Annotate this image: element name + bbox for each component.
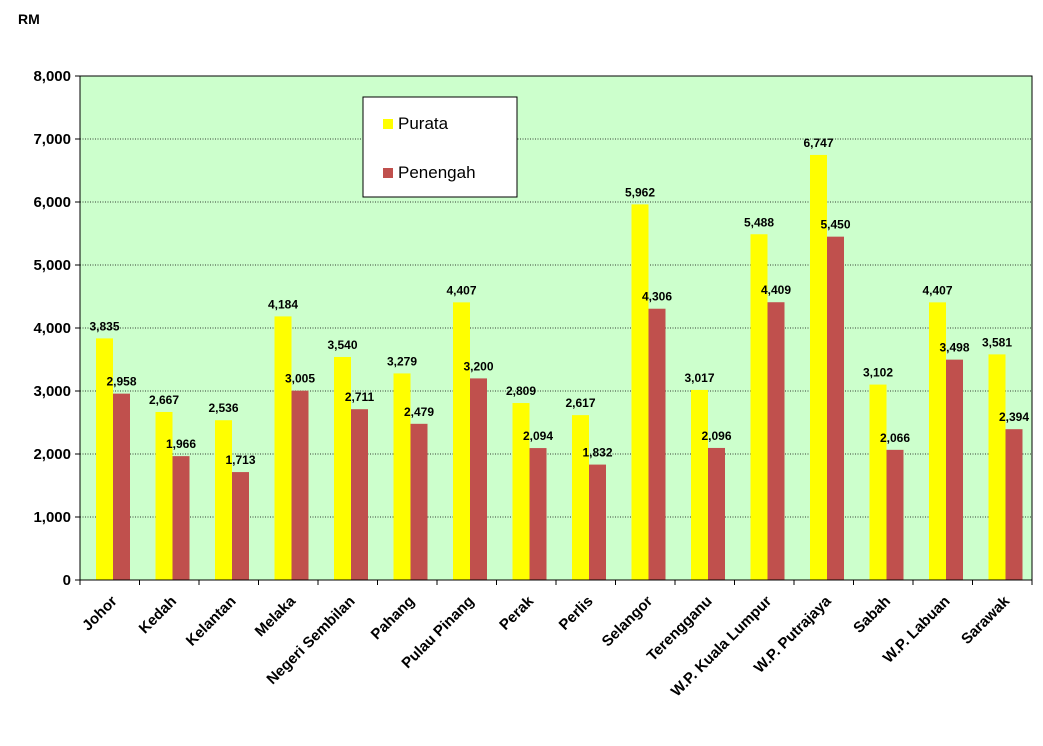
bar-penengah	[589, 464, 606, 580]
legend-label-purata: Purata	[398, 114, 449, 133]
bar-penengah	[767, 302, 785, 580]
bar-penengah	[529, 448, 547, 580]
data-label: 5,488	[744, 215, 774, 229]
data-label: 3,835	[89, 319, 119, 333]
data-label: 4,407	[922, 283, 952, 297]
bars	[96, 154, 1023, 581]
bar-penengah	[470, 378, 487, 580]
y-tick-label: 2,000	[33, 446, 71, 463]
bar-penengah	[172, 456, 190, 580]
x-category-label: Johor	[79, 593, 121, 635]
unit-label: RM	[18, 11, 40, 27]
bar-purata	[453, 302, 470, 580]
data-label: 2,066	[880, 431, 910, 445]
bar-penengah	[648, 308, 666, 580]
bar-purata	[572, 415, 589, 580]
y-tick-label: 5,000	[33, 257, 71, 274]
legend-swatch-purata	[383, 119, 393, 129]
bar-purata	[334, 356, 351, 580]
x-category-label: Melaka	[252, 592, 300, 640]
data-label: 3,200	[463, 359, 493, 373]
data-label: 2,958	[106, 375, 136, 389]
bar-purata	[988, 354, 1006, 580]
data-label: 3,279	[387, 354, 417, 368]
y-tick-label: 4,000	[33, 320, 71, 337]
x-category-label: Kelantan	[183, 593, 240, 650]
y-tick-label: 0	[63, 572, 71, 589]
y-tick-label: 3,000	[33, 383, 71, 400]
bar-purata	[929, 302, 946, 580]
data-label: 3,005	[285, 372, 315, 386]
x-category-label: Selangor	[599, 593, 657, 651]
x-category-label: Sabah	[850, 593, 894, 637]
data-label: 4,409	[761, 283, 791, 297]
bar-purata	[96, 338, 113, 580]
x-category-label: W.P. Kuala Lumpur	[668, 593, 775, 700]
x-category-label: Sarawak	[958, 592, 1014, 648]
bar-purata	[750, 234, 768, 581]
data-label: 5,450	[820, 218, 850, 232]
data-label: 5,962	[625, 185, 655, 199]
bar-penengah	[708, 447, 725, 580]
legend-label-penengah: Penengah	[398, 163, 476, 182]
x-category-label: Kedah	[136, 593, 180, 637]
data-label: 1,966	[166, 437, 196, 451]
bar-penengah	[827, 236, 844, 580]
y-axis: 0 1,000 2,000 3,000 4,000 5,000 6,000 7,000 8,00…	[33, 68, 81, 589]
data-label: 1,713	[225, 453, 255, 467]
bar-purata	[215, 420, 232, 580]
bar-purata	[155, 411, 173, 580]
bar-purata	[274, 316, 292, 580]
data-label: 3,581	[982, 335, 1012, 349]
data-label: 2,394	[999, 410, 1029, 424]
bar-penengah	[886, 449, 904, 580]
data-label: 2,617	[565, 396, 595, 410]
data-labels: 3,835 2,667 2,536 4,184 3,540 3,279 4,407 2,809…	[89, 136, 1029, 467]
data-label: 4,306	[642, 290, 672, 304]
legend: Purata Penengah	[362, 96, 518, 198]
data-label: 2,711	[345, 390, 375, 404]
y-tick-label: 8,000	[33, 68, 71, 85]
data-label: 3,498	[939, 341, 969, 355]
y-tick-label: 7,000	[33, 131, 71, 148]
bar-purata	[631, 204, 649, 581]
x-category-label: Pahang	[368, 593, 418, 643]
data-label: 2,096	[701, 429, 731, 443]
bar-penengah	[351, 409, 368, 580]
legend-swatch-penengah	[383, 168, 393, 178]
x-category-label: Perak	[496, 592, 537, 633]
bar-purata	[393, 373, 411, 580]
data-label: 3,540	[327, 338, 357, 352]
bar-penengah	[291, 390, 309, 580]
data-label: 3,102	[863, 366, 893, 380]
data-label: 2,809	[506, 384, 536, 398]
bar-penengah	[113, 393, 130, 580]
data-label: 2,094	[523, 429, 553, 443]
data-label: 6,747	[803, 136, 833, 150]
bar-purata	[810, 154, 827, 580]
data-label: 1,832	[582, 446, 612, 460]
bar-penengah	[232, 472, 249, 580]
y-tick-label: 6,000	[33, 194, 71, 211]
data-label: 2,536	[208, 401, 238, 415]
x-category-label: Perlis	[556, 593, 597, 634]
bar-purata	[869, 384, 887, 580]
legend-box	[362, 96, 518, 198]
bar-purata	[691, 389, 708, 580]
y-tick-label: 1,000	[33, 509, 71, 526]
bar-purata	[512, 403, 530, 580]
data-label: 2,667	[149, 393, 179, 407]
bar-penengah	[410, 423, 428, 580]
data-label: 4,407	[446, 283, 476, 297]
data-label: 4,184	[268, 297, 298, 311]
bar-penengah	[946, 359, 963, 580]
bar-penengah	[1005, 429, 1023, 580]
data-label: 3,017	[684, 371, 714, 385]
data-label: 2,479	[404, 405, 434, 419]
